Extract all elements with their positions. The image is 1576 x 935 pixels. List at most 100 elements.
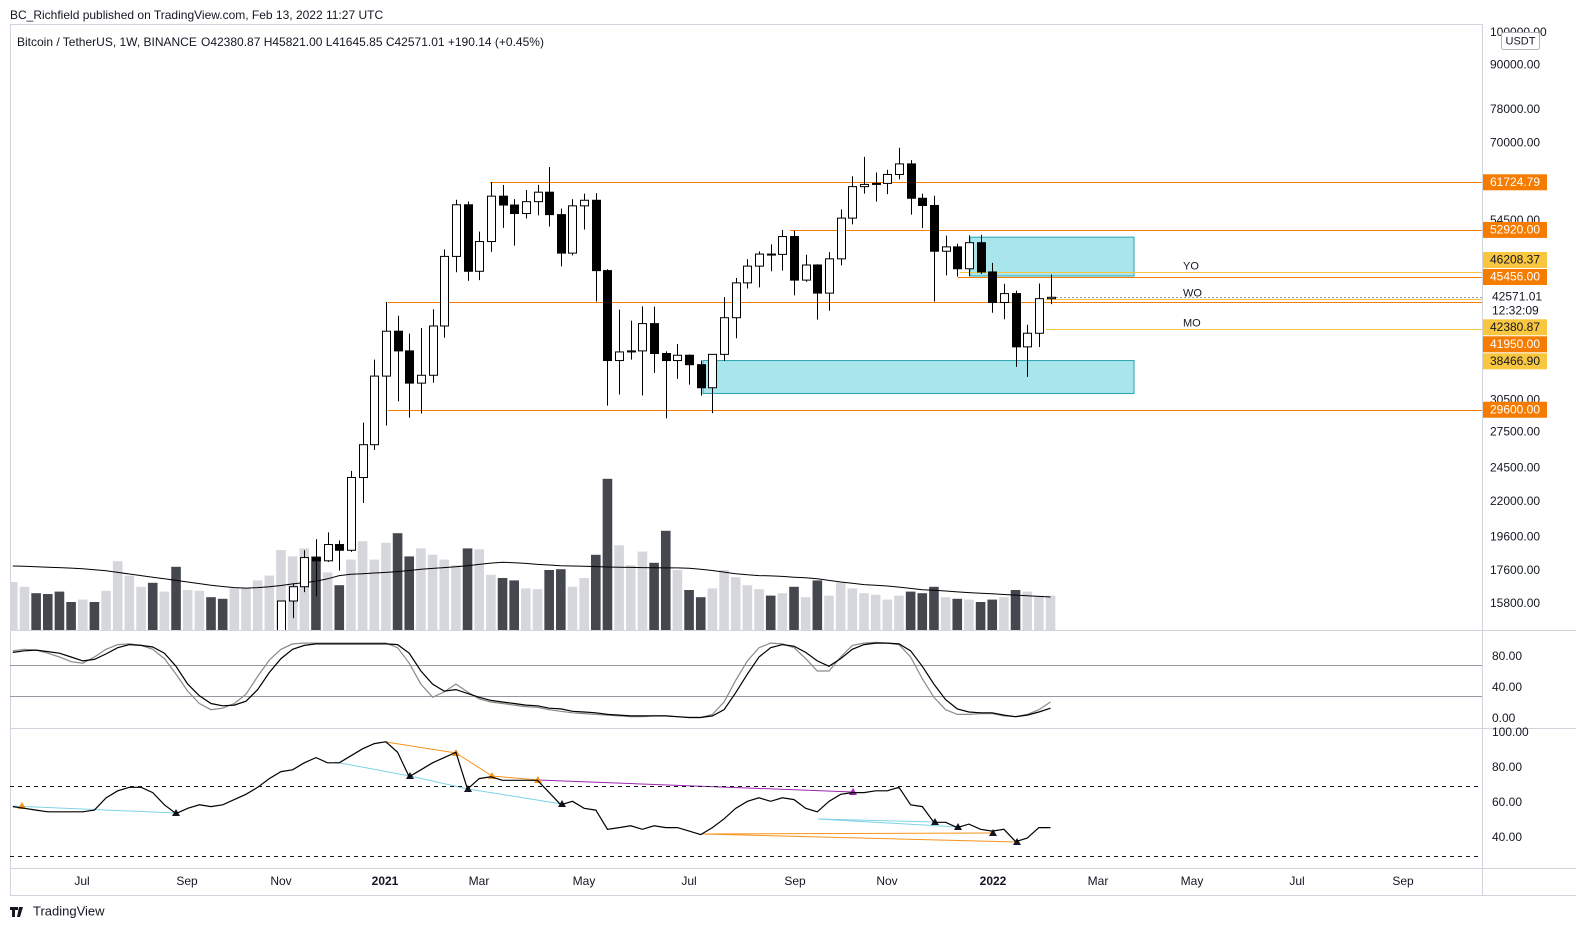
volume-bar (392, 533, 403, 630)
y-tick-label: 15800.00 (1490, 596, 1540, 610)
y-tick-label: 60.00 (1492, 795, 1522, 809)
volume-bar (591, 554, 601, 630)
level-label: 52920.00 (1490, 223, 1540, 237)
volume-ma (12, 561, 1051, 598)
candle-body (650, 323, 659, 354)
candle-body (1000, 293, 1009, 303)
x-tick-label: Jul (681, 874, 696, 888)
y-tick-label: 27500.00 (1490, 425, 1540, 439)
level-label: 41950.00 (1490, 337, 1540, 351)
volume-bar (894, 595, 904, 630)
frame (10, 24, 1576, 896)
candle-body (918, 197, 927, 206)
volume-bar (206, 597, 216, 630)
volume-bar (369, 559, 380, 630)
candle-body (685, 354, 694, 366)
publisher: BC_Richfield published on TradingView.co… (10, 8, 383, 22)
volume-bar (765, 595, 776, 630)
candle-body (522, 201, 531, 215)
volume-bar (975, 602, 986, 630)
candle-body (603, 270, 612, 362)
volume-bar (497, 578, 508, 630)
volume-bar (835, 582, 846, 630)
volume-bar (136, 586, 146, 630)
ohlc-legend: O42380.87 H45821.00 L41645.85 C42571.01 … (201, 35, 544, 49)
volume-bar (882, 599, 893, 630)
volume-bar (567, 586, 578, 630)
indicator-line (12, 641, 1051, 719)
volume-bar (952, 598, 963, 630)
candle-body (907, 163, 916, 199)
level-label-bg (1483, 319, 1547, 336)
y-tick-label: 24500.00 (1490, 460, 1540, 474)
level-label-bg (1483, 221, 1547, 238)
x-tick-label: 2021 (372, 874, 399, 888)
volume-bar (1022, 591, 1033, 630)
candle-body (312, 557, 321, 562)
candle-body (1012, 293, 1021, 348)
candle-body (627, 350, 636, 353)
volume-bar (1034, 595, 1044, 630)
candle-body (359, 444, 368, 479)
volume-bar (381, 542, 391, 630)
volume-bar (859, 593, 869, 630)
volume-bar (416, 548, 426, 630)
x-tick-label: Jul (1289, 874, 1304, 888)
x-tick-label: Sep (176, 874, 198, 888)
volume-bar (847, 588, 858, 630)
candle-body (452, 204, 461, 257)
candle-body (813, 264, 822, 294)
candle-body (778, 236, 787, 255)
level-label-bg (1483, 401, 1547, 418)
y-tick-label: 70000.00 (1490, 136, 1540, 150)
candle-body (697, 364, 706, 389)
y-tick-label: 90000.00 (1490, 58, 1540, 72)
volume-bar (742, 585, 753, 630)
level-name: YO (1183, 260, 1199, 272)
volume-bar (556, 569, 566, 630)
x-tick-label: Sep (1392, 874, 1414, 888)
volume-bar (217, 598, 228, 630)
volume-bar (870, 594, 881, 630)
volume-bar (1045, 595, 1056, 630)
volume-bar (322, 572, 333, 630)
volume-bar (707, 588, 718, 630)
candle-body (767, 253, 776, 256)
y-tick-label: 19600.00 (1490, 530, 1540, 544)
candle-body (825, 258, 834, 294)
volume-bar (427, 554, 438, 630)
volume-bar (346, 559, 356, 630)
candle-body (1047, 296, 1056, 300)
volume-bar (77, 599, 88, 630)
volume-bar (719, 570, 729, 630)
candle-body (429, 325, 438, 376)
candle-body (977, 242, 986, 273)
y-tick-label: 17600.00 (1490, 563, 1540, 577)
volume-bar (451, 565, 461, 630)
currency: USDT (1506, 35, 1536, 47)
candle-body (499, 195, 508, 206)
y-tick-label: 22000.00 (1490, 494, 1540, 508)
x-tick-label: 2022 (980, 874, 1007, 888)
candle-body (289, 586, 298, 602)
y-tick-label: 100.00 (1492, 725, 1529, 739)
candle-body (580, 199, 589, 207)
price-pane (10, 147, 1482, 630)
volume-bar (357, 541, 368, 630)
level-label: 29600.00 (1490, 402, 1540, 416)
level-name: MO (1183, 317, 1201, 329)
candle-body (638, 323, 647, 352)
x-tick-label: Mar (469, 874, 490, 888)
level-name: WO (1183, 287, 1202, 299)
volume-bar (730, 577, 741, 630)
volume-bar (929, 586, 939, 630)
volume-bar (625, 565, 636, 630)
level-label-bg (1483, 174, 1547, 191)
volume-bar (684, 590, 694, 630)
volume-bar (182, 590, 193, 630)
volume-bar (544, 570, 554, 630)
candle-body (673, 354, 682, 362)
candle-body (370, 375, 379, 446)
volume-bar (54, 591, 65, 630)
